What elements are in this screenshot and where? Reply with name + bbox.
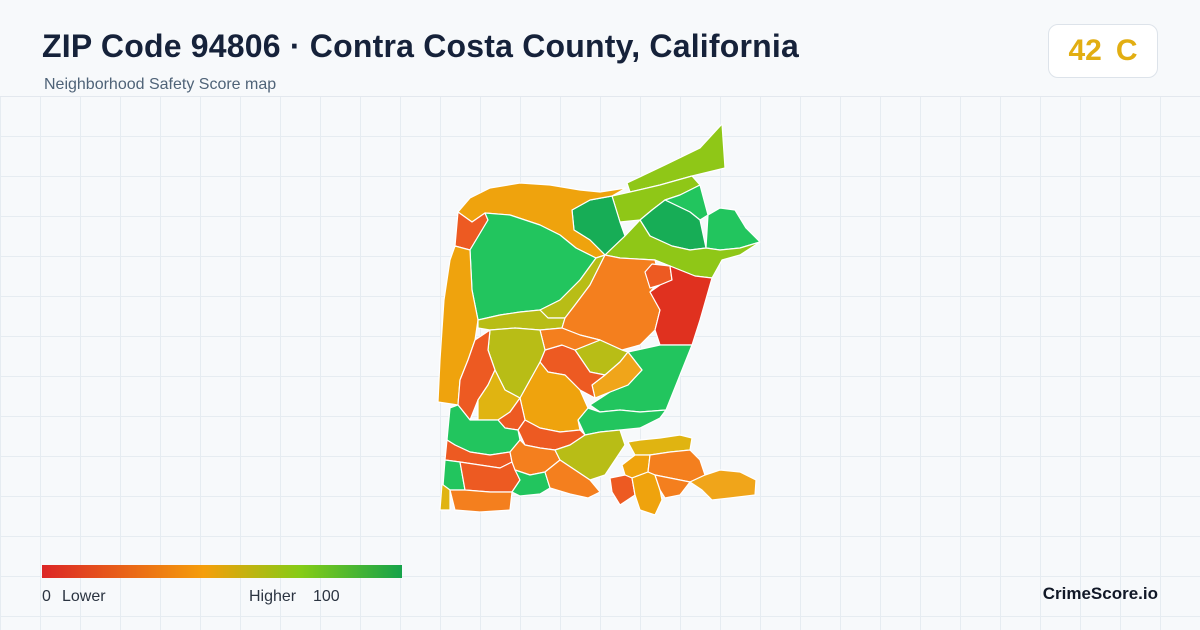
legend-high-label: Higher bbox=[249, 588, 297, 605]
neighborhood-region[interactable] bbox=[631, 471, 663, 516]
header-divider bbox=[0, 96, 1200, 97]
page-subtitle: Neighborhood Safety Score map bbox=[44, 76, 277, 93]
neighborhood-region[interactable] bbox=[649, 259, 713, 346]
legend-low-value: 0 bbox=[42, 588, 51, 605]
neighborhood-region[interactable] bbox=[609, 474, 636, 506]
legend-gradient-bar bbox=[42, 565, 402, 578]
brand-logo-text[interactable]: CrimeScore.io bbox=[1042, 584, 1158, 603]
neighborhood-region[interactable] bbox=[705, 207, 761, 251]
legend-high-value: 100 bbox=[313, 588, 340, 605]
neighborhood-region[interactable] bbox=[577, 407, 667, 436]
neighborhood-region[interactable] bbox=[689, 469, 757, 501]
page-title: ZIP Code 94806 · Contra Costa County, Ca… bbox=[42, 28, 799, 64]
score-value: 42 bbox=[1068, 34, 1102, 67]
neighborhood-region[interactable] bbox=[449, 489, 513, 513]
neighborhood-region[interactable] bbox=[539, 327, 601, 351]
neighborhood-region[interactable] bbox=[439, 483, 451, 511]
safety-score-badge: 42 C bbox=[1048, 24, 1158, 78]
neighborhood-region[interactable] bbox=[459, 461, 521, 493]
score-grade: C bbox=[1115, 34, 1138, 67]
neighborhood-region[interactable] bbox=[544, 459, 601, 499]
legend-low-label: Lower bbox=[62, 588, 106, 605]
neighborhood-region[interactable] bbox=[654, 474, 691, 499]
